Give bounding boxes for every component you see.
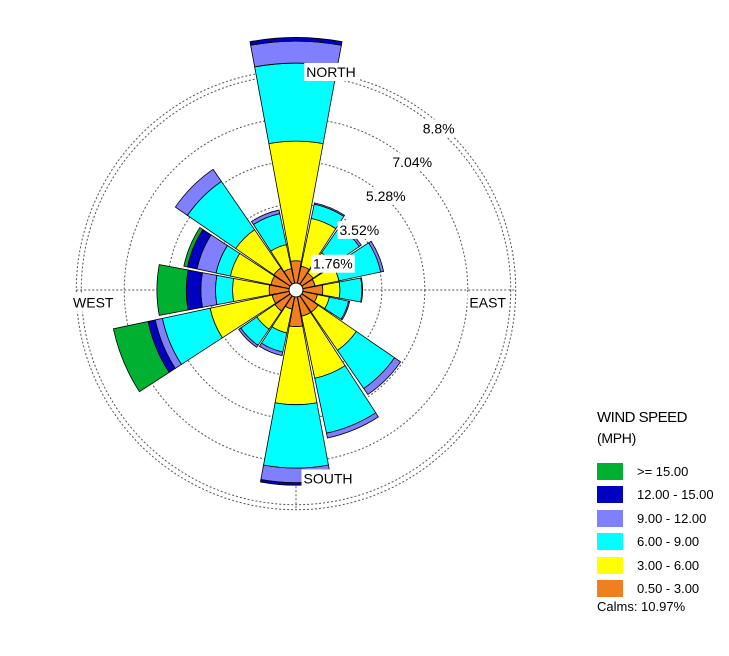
ring-label-2-group: 3.52% bbox=[337, 220, 382, 239]
legend-swatch bbox=[597, 486, 623, 504]
petal-ssw-bin-4 bbox=[258, 342, 284, 357]
petal-nnw-bin-4 bbox=[250, 209, 281, 226]
ring-label-5: 8.8% bbox=[423, 120, 455, 136]
ring-label-1-group: 1.76% bbox=[311, 254, 355, 273]
legend-label: >= 15.00 bbox=[637, 464, 689, 479]
calms-label: Calms: 10.97% bbox=[597, 599, 686, 614]
compass-north: NORTH bbox=[306, 64, 356, 80]
petal-ene-bin-4 bbox=[368, 240, 385, 273]
legend-swatch bbox=[597, 509, 623, 527]
petal-nne-bin-4 bbox=[313, 202, 346, 217]
compass-east-group: EAST bbox=[467, 293, 509, 312]
compass-west-group: WEST bbox=[71, 293, 116, 312]
petals bbox=[112, 37, 402, 486]
petal-e-bin-4 bbox=[360, 277, 364, 303]
ring-label-4-group: 7.04% bbox=[390, 153, 435, 172]
petal-sse-bin-4 bbox=[325, 412, 379, 439]
petal-wnw-bin-6 bbox=[183, 226, 204, 268]
compass-south: SOUTH bbox=[304, 470, 353, 486]
legend-swatch bbox=[597, 533, 623, 551]
legend-swatch bbox=[597, 556, 623, 574]
chart-labels: NORTH SOUTH EAST WEST 1.76% 3.52% 5.28% 7.04% 8.… bbox=[71, 62, 509, 488]
legend-swatch bbox=[597, 579, 623, 597]
ring-label-5-bg bbox=[420, 119, 457, 138]
calm-circle bbox=[288, 282, 304, 298]
grid-ring-5 bbox=[80, 74, 512, 506]
compass-north-bg bbox=[304, 62, 358, 81]
petal-ese-bin-4 bbox=[340, 300, 351, 321]
legend-label: 6.00 - 9.00 bbox=[637, 534, 700, 550]
petal-s-bin-3 bbox=[263, 402, 329, 469]
compass-east: EAST bbox=[469, 295, 506, 311]
ring-label-3-bg bbox=[363, 187, 408, 206]
compass-west-bg bbox=[71, 293, 116, 312]
petal-w-bin-5 bbox=[185, 269, 203, 311]
ring-label-1-bg bbox=[311, 254, 355, 273]
petal-wsw-bin-6 bbox=[112, 320, 170, 393]
ring-label-3: 5.28% bbox=[366, 188, 406, 204]
legend-label: 9.00 - 12.00 bbox=[637, 510, 707, 526]
ring-label-3-group: 5.28% bbox=[363, 187, 408, 206]
compass-west: WEST bbox=[73, 295, 114, 311]
compass-south-group: SOUTH bbox=[301, 469, 355, 488]
compass-east-bg bbox=[467, 293, 509, 312]
legend: WIND SPEED (MPH) >= 15.00 12.00 - 15.00 9.… bbox=[597, 408, 727, 614]
legend-title: WIND SPEED bbox=[597, 409, 688, 426]
ring-label-2: 3.52% bbox=[339, 222, 379, 238]
petal-e-bin-2 bbox=[321, 281, 341, 299]
petal-w-bin-4 bbox=[200, 272, 218, 308]
compass-north-group: NORTH bbox=[304, 62, 358, 81]
legend-label: 3.00 - 6.00 bbox=[637, 557, 700, 573]
legend-label: 0.50 - 3.00 bbox=[637, 580, 700, 596]
petal-se-bin-4 bbox=[363, 357, 402, 396]
legend-swatch bbox=[597, 463, 623, 480]
petal-sw-bin-4 bbox=[238, 327, 259, 348]
legend-label: 12.00 - 15.00 bbox=[637, 487, 714, 503]
ring-label-2-bg bbox=[337, 220, 382, 239]
ring-label-1: 1.76% bbox=[313, 256, 353, 272]
ring-label-5-group: 8.8% bbox=[420, 119, 457, 138]
petal-w-bin-6 bbox=[156, 264, 189, 316]
ring-label-4: 7.04% bbox=[392, 154, 432, 170]
calm-hub bbox=[288, 282, 304, 298]
petal-nw-bin-4 bbox=[174, 168, 222, 216]
petal-n-bin-5 bbox=[249, 37, 343, 46]
ring-label-4-bg bbox=[390, 153, 435, 172]
petal-e-bin-3 bbox=[338, 277, 363, 303]
compass-south-bg bbox=[301, 469, 355, 488]
petal-w-bin-3 bbox=[215, 274, 235, 306]
legend-units: (MPH) bbox=[597, 430, 636, 446]
